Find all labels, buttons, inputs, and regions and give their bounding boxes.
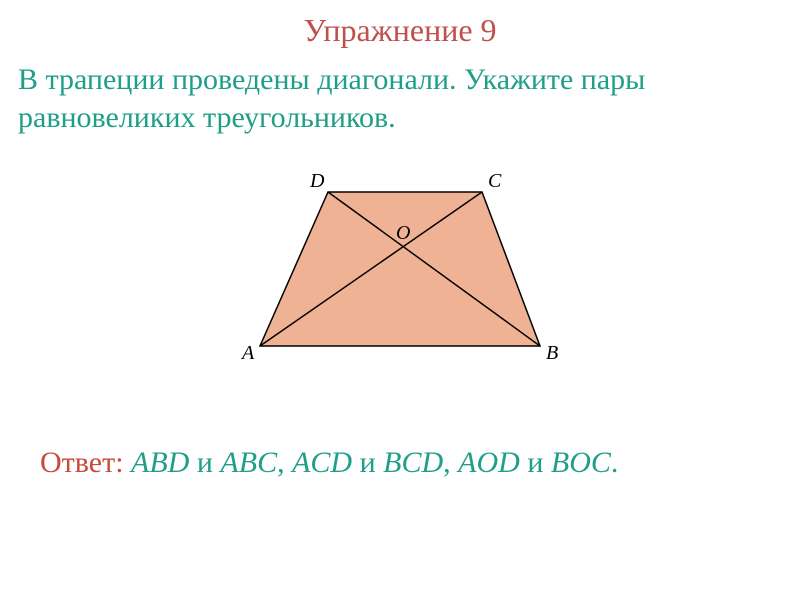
vertex-label-o: O: [396, 222, 410, 245]
answer-prefix: Ответ:: [40, 446, 131, 479]
problem-statement: В трапеции проведены диагонали. Укажите …: [18, 61, 782, 136]
vertex-label-a: A: [242, 342, 254, 365]
exercise-title: Упражнение 9: [0, 12, 800, 49]
triangle-boc: BOC: [551, 446, 611, 479]
problem-line-1: В трапеции проведены диагонали. Укажите …: [18, 63, 645, 96]
problem-line-2: равновеликих треугольников.: [18, 101, 396, 134]
triangle-abc: ABC: [220, 446, 277, 479]
comma-2: ,: [443, 446, 458, 479]
sep-2: и: [352, 446, 383, 479]
answer-line: Ответ: ABD и ABC, ACD и BCD, AOD и BOC.: [40, 444, 782, 482]
vertex-label-d: D: [310, 170, 324, 193]
trapezoid-diagram: [220, 146, 580, 386]
sep-1: и: [189, 446, 220, 479]
triangle-aod: AOD: [458, 446, 520, 479]
vertex-label-b: B: [546, 342, 558, 365]
diagram-container: A B C D O: [0, 146, 800, 426]
trapezoid-shape: [260, 192, 540, 346]
comma-1: ,: [277, 446, 292, 479]
triangle-bcd: BCD: [383, 446, 443, 479]
sep-3: и: [520, 446, 551, 479]
title-text: Упражнение 9: [303, 12, 496, 48]
triangle-acd: ACD: [292, 446, 352, 479]
triangle-abd: ABD: [131, 446, 189, 479]
vertex-label-c: C: [488, 170, 501, 193]
period: .: [611, 446, 619, 479]
answer-pairs: ABD и ABC, ACD и BCD, AOD и BOC.: [131, 446, 618, 479]
